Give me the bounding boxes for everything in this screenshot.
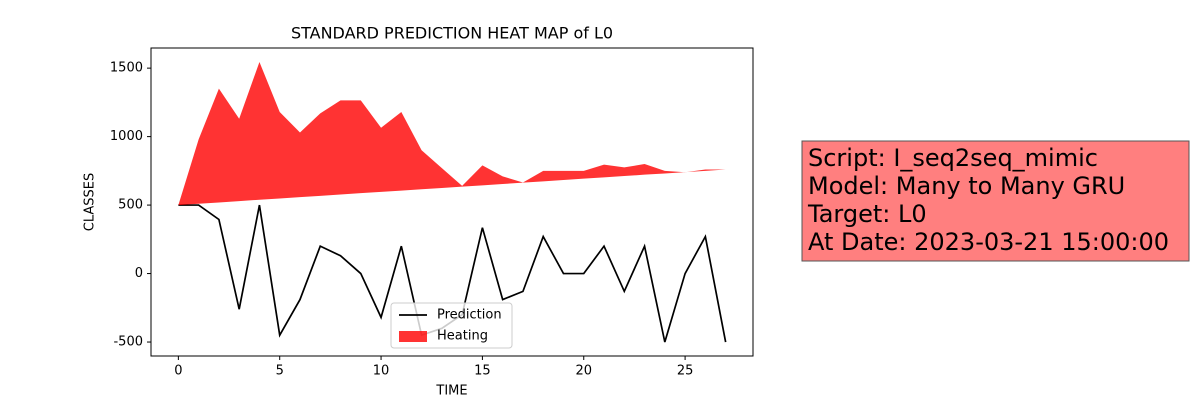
x-tick-label: 20 [575, 364, 592, 379]
x-tick-label: 10 [373, 364, 390, 379]
x-tick-label: 25 [677, 364, 694, 379]
y-tick-label: 0 [135, 266, 143, 281]
legend-label: Prediction [437, 308, 502, 323]
y-axis-label: CLASSES [83, 173, 98, 231]
x-tick-label: 15 [474, 364, 491, 379]
legend-label: Heating [437, 329, 488, 344]
annotation-text: At Date: 2023-03-21 15:00:00 [808, 228, 1169, 256]
legend-patch [399, 331, 427, 342]
axes-frame [150, 47, 754, 357]
x-tick-label: 5 [276, 364, 284, 379]
y-tick-label: 1500 [110, 61, 143, 76]
plot-area [178, 61, 727, 343]
annotation-text: Model: Many to Many GRU [808, 172, 1125, 200]
heating-area [178, 61, 726, 206]
annotation-text: Script: I_seq2seq_mimic [808, 144, 1098, 172]
y-tick-label: 500 [118, 198, 143, 213]
annotation-box [801, 140, 1190, 262]
x-tick-label: 0 [174, 364, 182, 379]
annotation-text: Target: L0 [807, 200, 927, 228]
y-tick-label: -500 [113, 335, 143, 350]
chart-title: STANDARD PREDICTION HEAT MAP of L0 [291, 24, 613, 43]
x-axis-label: TIME [435, 384, 467, 399]
y-tick-label: 1000 [110, 129, 143, 144]
